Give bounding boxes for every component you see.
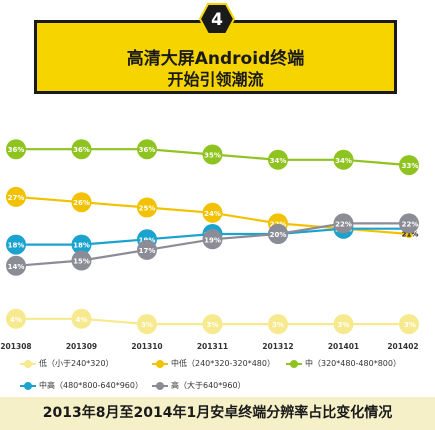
legend-item-1: 中低（240*320-320*480） [152, 358, 275, 369]
legend-item-3: 中高（480*800-640*960） [20, 380, 143, 391]
data-point-3-0 [6, 234, 26, 255]
legend-item-0: 低（小于240*320） [20, 358, 114, 369]
data-point-3-1 [71, 234, 92, 255]
banner-title-line2: 开始引领潮流 [167, 70, 264, 89]
data-label-2-3: 35% [204, 152, 221, 160]
data-label-0-1: 4% [76, 316, 88, 324]
data-label-0-6: 3% [404, 321, 416, 329]
data-point-2-4 [268, 149, 288, 170]
data-point-4-1 [71, 250, 92, 271]
data-label-3-0: 18% [8, 242, 25, 250]
data-label-3-1: 18% [73, 242, 90, 250]
x-tick-label-1: 201309 [66, 342, 97, 351]
data-point-2-2 [137, 139, 157, 160]
data-label-3-6: 21% [402, 231, 419, 239]
data-point-1-0 [6, 186, 26, 207]
data-point-1-1 [71, 192, 92, 213]
data-label-2-5: 34% [335, 157, 352, 165]
data-label-2-0: 36% [8, 146, 25, 154]
data-label-4-0: 14% [8, 263, 25, 271]
data-label-1-1: 26% [73, 199, 90, 207]
legend-label: 低（小于240*320） [39, 359, 114, 368]
legend-swatch [20, 359, 36, 368]
data-label-2-2: 36% [139, 146, 156, 154]
number-badge: 4 [199, 3, 235, 35]
data-point-0-5 [333, 314, 354, 335]
data-point-0-3 [202, 314, 223, 335]
data-label-4-2: 17% [139, 247, 156, 255]
data-label-2-4: 34% [270, 157, 287, 165]
data-point-0-0 [6, 308, 26, 329]
data-marker-2-6 [399, 155, 419, 176]
data-label-0-4: 3% [272, 321, 284, 329]
legend-swatch [152, 359, 168, 368]
legend-marker [290, 359, 298, 368]
data-label-0-2: 3% [141, 321, 153, 329]
x-tick-label-5: 201401 [328, 342, 359, 351]
data-point-4-3 [202, 229, 223, 250]
data-label-4-6: 22% [402, 220, 419, 228]
legend-marker [24, 359, 32, 368]
legend-swatch [286, 359, 302, 368]
line-chart: 4% 4% 3% 3% 3% 3% 3% 27% 26% 25% 24% 22% 21% 20% 36% 36… [0, 139, 419, 351]
legend-label: 中（320*480-480*800） [305, 359, 401, 368]
data-point-0-2 [137, 314, 157, 335]
data-label-4-1: 15% [73, 258, 90, 266]
data-label-1-3: 24% [204, 210, 221, 218]
badge-number: 4 [211, 10, 223, 30]
legend-item-4: 高（大于640*960） [152, 380, 246, 391]
legend-swatch [20, 381, 36, 390]
data-label-2-1: 36% [73, 146, 90, 154]
data-point-0-1 [71, 308, 92, 329]
data-point-1-2 [137, 197, 157, 218]
data-point-2-3 [202, 144, 223, 165]
data-point-2-0 [6, 139, 26, 160]
data-point-2-1 [71, 139, 92, 160]
legend-item-2: 中（320*480-480*800） [286, 358, 401, 369]
legend-marker [156, 381, 164, 390]
legend-marker [24, 381, 32, 390]
x-tick-label-2: 201310 [131, 342, 162, 351]
chart-caption: 2013年8月至2014年1月安卓终端分辨率占比变化情况 [0, 397, 435, 430]
data-point-1-3 [202, 202, 223, 223]
data-label-0-0: 4% [10, 316, 22, 324]
data-label-4-5: 22% [335, 220, 352, 228]
legend-marker [156, 359, 164, 368]
x-tick-label-3: 201311 [197, 342, 228, 351]
data-point-0-4 [268, 314, 288, 335]
data-label-0-5: 3% [338, 321, 350, 329]
data-point-2-5 [333, 149, 354, 170]
legend-label: 中低（240*320-320*480） [171, 359, 275, 368]
badge-hexagon [199, 3, 235, 35]
legend-label: 高（大于640*960） [171, 381, 246, 390]
data-label-2-6: 33% [402, 162, 419, 170]
chart-legend: 低（小于240*320） 中低（240*320-320*480） 中（320*480… [0, 350, 435, 394]
data-marker-0-6 [399, 314, 419, 335]
data-point-4-5 [333, 213, 354, 234]
banner-title-line1: 高清大屏Android终端 [126, 49, 305, 69]
data-point-4-4 [268, 224, 288, 244]
data-label-1-0: 27% [8, 194, 25, 202]
data-label-4-3: 19% [204, 236, 221, 244]
data-point-4-2 [137, 239, 157, 260]
data-point-4-0 [6, 255, 26, 276]
legend-label: 中高（480*800-640*960） [39, 381, 143, 390]
x-tick-label-4: 201312 [262, 342, 293, 351]
data-marker-4-6 [399, 213, 419, 234]
data-label-1-2: 25% [139, 205, 156, 213]
x-tick-label-0: 201308 [0, 342, 31, 351]
data-label-0-3: 3% [207, 321, 219, 329]
x-tick-label-6: 201402 [387, 342, 418, 351]
legend-swatch [152, 381, 168, 390]
data-label-4-4: 20% [270, 231, 287, 239]
